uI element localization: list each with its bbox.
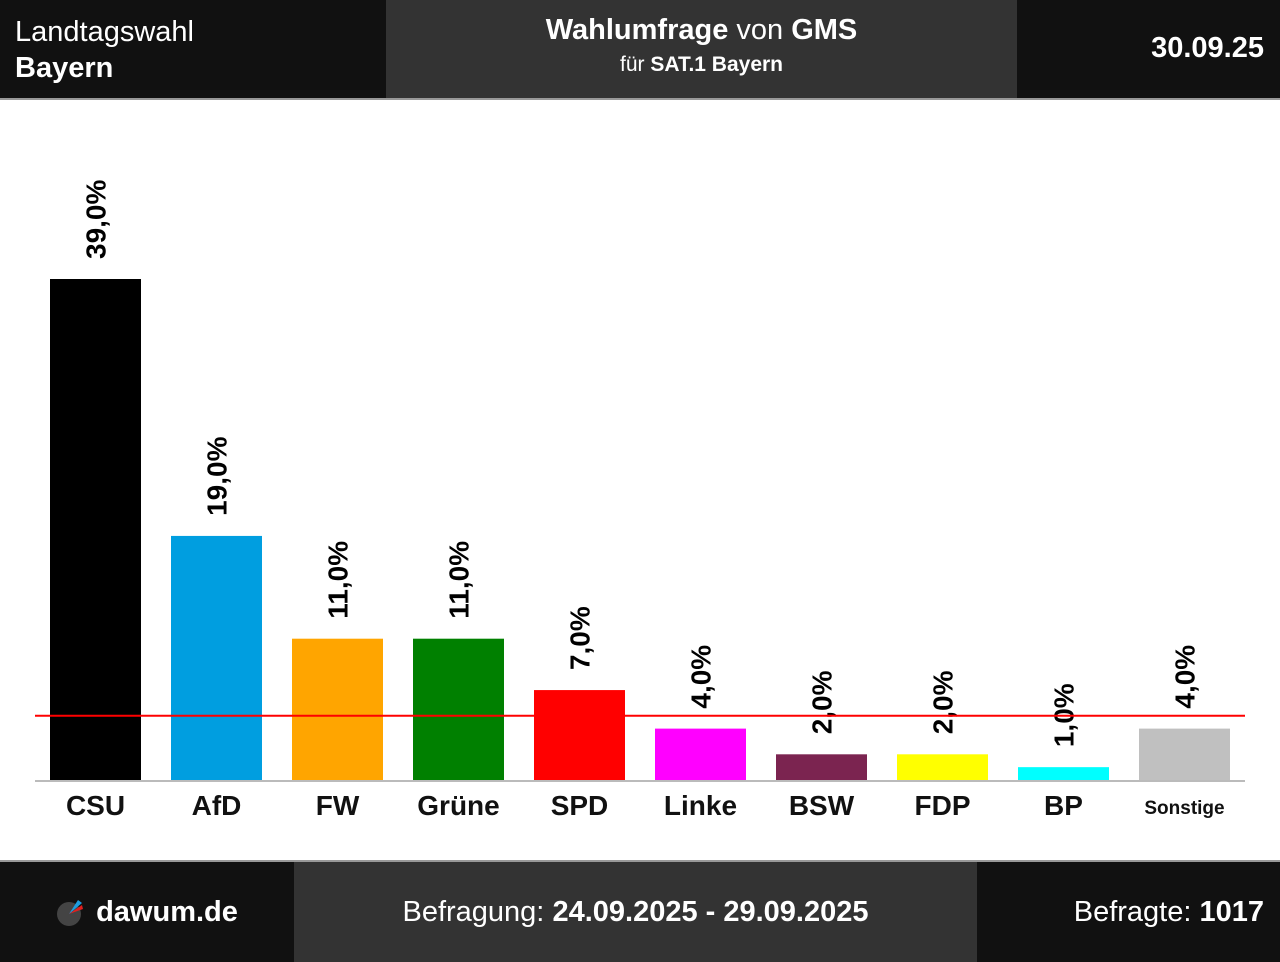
- period-label: Befragung:: [402, 895, 545, 928]
- title-line2: Bayern: [15, 52, 114, 84]
- poll-prefix: Wahlumfrage: [545, 14, 729, 46]
- poll-info: Wahlumfrage von GMS für SAT.1 Bayern: [386, 0, 1017, 98]
- category-label: Linke: [664, 790, 737, 821]
- bar-fdp: [897, 754, 988, 780]
- bar-csu: [50, 279, 141, 780]
- respondents-label: Befragte:: [1073, 895, 1192, 928]
- logo-text: dawum.de: [96, 895, 238, 928]
- bar-afd: [171, 535, 262, 780]
- respondents: Befragte: 1017: [977, 862, 1280, 962]
- bar-bp: [1018, 767, 1109, 780]
- category-label: BSW: [789, 790, 855, 821]
- bar-fw: [292, 638, 383, 780]
- category-label: FW: [316, 790, 360, 821]
- bar-grüne: [413, 638, 504, 780]
- value-label: 39,0%: [81, 180, 112, 259]
- category-label: FDP: [915, 790, 971, 821]
- client: SAT.1 Bayern: [650, 53, 784, 76]
- value-label: 4,0%: [1170, 645, 1201, 709]
- pie-logo-icon: [57, 900, 84, 926]
- poll-von: von: [736, 14, 784, 46]
- survey-period: Befragung: 24.09.2025 - 29.09.2025: [294, 862, 977, 962]
- value-label: 19,0%: [202, 436, 233, 515]
- category-label: BP: [1044, 790, 1083, 821]
- for-prefix: für: [619, 53, 645, 76]
- value-label: 2,0%: [928, 670, 959, 734]
- footer: dawum.de Befragung: 24.09.2025 - 29.09.2…: [0, 860, 1280, 962]
- category-label: Sonstige: [1144, 798, 1224, 819]
- poll-date: 30.09.25: [1017, 0, 1280, 98]
- value-label: 2,0%: [807, 670, 838, 734]
- period-value: 24.09.2025 - 29.09.2025: [552, 895, 869, 928]
- election-title: Landtagswahl Bayern: [0, 0, 386, 98]
- respondents-value: 1017: [1199, 895, 1264, 928]
- dawum-logo[interactable]: dawum.de: [0, 862, 294, 962]
- value-label: 4,0%: [686, 645, 717, 709]
- value-label: 11,0%: [444, 541, 475, 619]
- value-label: 11,0%: [323, 541, 354, 619]
- title-line1: Landtagswahl: [15, 16, 194, 48]
- category-label: SPD: [551, 790, 609, 821]
- bar-linke: [655, 728, 746, 780]
- category-label: AfD: [192, 790, 242, 821]
- bar-bsw: [776, 754, 867, 780]
- value-label: 7,0%: [565, 606, 596, 670]
- category-label: Grüne: [417, 790, 499, 821]
- institute: GMS: [791, 14, 858, 46]
- bar-sonstige: [1139, 728, 1230, 780]
- header: Landtagswahl Bayern Wahlumfrage von GMS …: [0, 0, 1280, 100]
- bar-spd: [534, 690, 625, 780]
- category-label: CSU: [66, 790, 125, 821]
